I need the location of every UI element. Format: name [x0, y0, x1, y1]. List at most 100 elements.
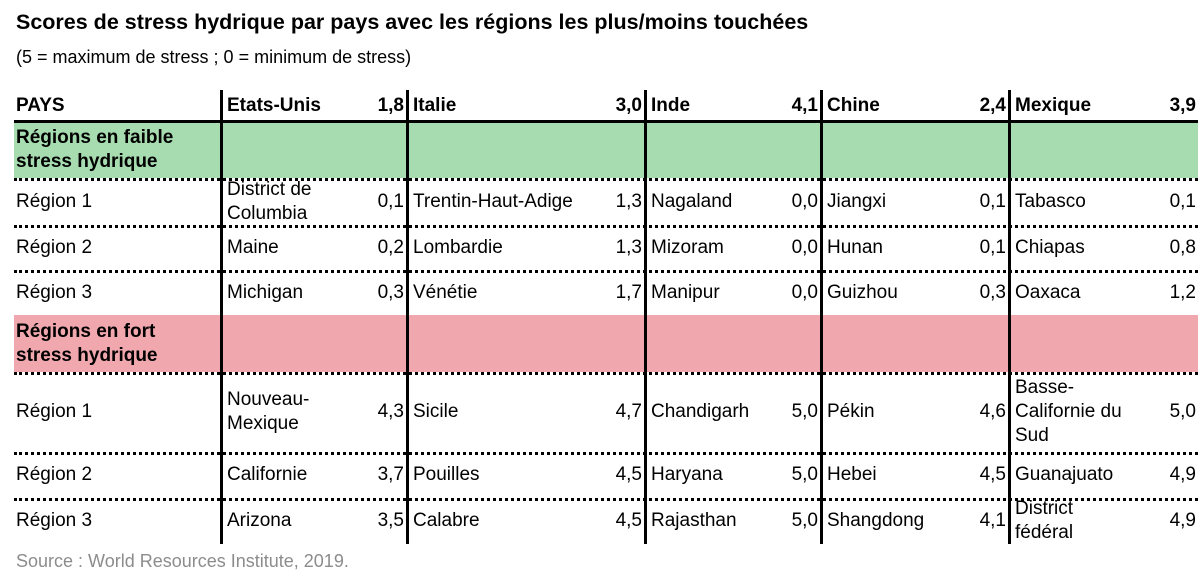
region-score-text: 4,9	[1169, 464, 1196, 485]
column-separator	[406, 90, 409, 544]
region-name: Shangdong	[823, 498, 964, 544]
region-score-text: 4,9	[1169, 510, 1196, 531]
region-name-text: Arizona	[227, 510, 292, 531]
region-name-text: Chiapas	[1015, 236, 1085, 258]
region-name: Arizona	[223, 498, 343, 544]
region-score: 5,0	[1011, 372, 1198, 452]
region-name-text: Californie	[227, 464, 308, 485]
region-score-text: 0,1	[377, 190, 404, 212]
row-separator	[14, 270, 1198, 273]
country-name-text: Etats-Unis	[227, 95, 321, 116]
region-name-text: Manipur	[651, 281, 720, 303]
region-name: Michigan	[223, 270, 343, 315]
region-score: 1,7	[409, 270, 644, 315]
region-name: Pékin	[823, 372, 964, 452]
region-score: 1,3	[409, 225, 644, 270]
region-name-text: Jiangxi	[827, 190, 887, 212]
country-score: 3,0	[409, 90, 644, 122]
region-score: 0,3	[823, 270, 1008, 315]
country-score-text: 2,4	[979, 95, 1006, 116]
country-name-text: Italie	[413, 95, 457, 116]
header-rule	[14, 120, 1198, 123]
header-pays-label-text: PAYS	[16, 95, 65, 116]
region-score: 0,2	[223, 225, 406, 270]
region-name-text: Oaxaca	[1015, 281, 1081, 303]
row-label: Région 1	[16, 372, 216, 452]
region-name: Vénétie	[409, 270, 600, 315]
region-name: Guizhou	[823, 270, 964, 315]
region-name-text: Basse-Californie du Sud	[1015, 377, 1122, 446]
region-score: 1,2	[1011, 270, 1198, 315]
region-name-text: Pouilles	[413, 464, 480, 485]
region-score: 0,1	[1011, 178, 1198, 225]
region-score-text: 5,0	[791, 510, 818, 531]
country-score: 2,4	[823, 90, 1008, 122]
region-name-text: Vénétie	[413, 281, 478, 303]
region-name: Mizoram	[647, 225, 776, 270]
region-name-text: Chandigarh	[651, 401, 750, 422]
region-name-text: Guizhou	[827, 281, 898, 303]
region-score-text: 3,7	[377, 464, 404, 485]
region-score-text: 1,3	[615, 236, 642, 258]
row-label-text: Région 2	[16, 236, 93, 258]
region-name-text: Nouveau-Mexique	[227, 389, 310, 434]
row-label: Région 3	[16, 270, 216, 315]
region-name-text: Sicile	[413, 401, 459, 422]
region-name-text: Calabre	[413, 510, 480, 531]
region-name-text: Rajasthan	[651, 510, 737, 531]
country-score-text: 3,9	[1169, 95, 1196, 116]
region-name-text: Trentin-Haut-Adige	[413, 190, 573, 212]
region-score: 4,5	[823, 452, 1008, 498]
region-name: Tabasco	[1011, 178, 1131, 225]
row-separator	[14, 372, 1198, 375]
region-score: 0,8	[1011, 225, 1198, 270]
row-label: Région 3	[16, 498, 216, 544]
region-score-text: 1,2	[1169, 281, 1196, 303]
region-name-text: Pékin	[827, 401, 875, 422]
region-name: District de Columbia	[223, 178, 343, 225]
region-score: 0,1	[823, 178, 1008, 225]
region-score-text: 4,5	[979, 464, 1006, 485]
region-score-text: 4,5	[615, 510, 642, 531]
region-name: Haryana	[647, 452, 776, 498]
row-label-text: Région 1	[16, 190, 93, 212]
region-score: 0,0	[647, 225, 820, 270]
region-score: 4,3	[223, 372, 406, 452]
region-score-text: 1,7	[615, 281, 642, 303]
row-label: Région 2	[16, 225, 216, 270]
region-score: 0,0	[647, 178, 820, 225]
region-name-text: Michigan	[227, 281, 304, 303]
country-name-text: Inde	[651, 95, 691, 116]
row-label: Région 2	[16, 452, 216, 498]
region-score-text: 0,3	[377, 281, 404, 303]
region-score: 0,0	[647, 270, 820, 315]
chart-subtitle: (5 = maximum de stress ; 0 = minimum de …	[16, 47, 412, 67]
country-score-text: 3,0	[615, 95, 642, 116]
region-name: Rajasthan	[647, 498, 776, 544]
region-score: 3,7	[223, 452, 406, 498]
region-score-text: 0,8	[1169, 236, 1196, 258]
region-score: 4,7	[409, 372, 644, 452]
row-separator	[14, 452, 1198, 455]
region-name-text: District de Columbia	[227, 178, 312, 224]
region-name: Maine	[223, 225, 343, 270]
country-name: Mexique	[1011, 90, 1142, 122]
region-score-text: 0,0	[791, 236, 818, 258]
header-pays-label: PAYS	[16, 90, 216, 122]
region-score-text: 4,1	[979, 510, 1006, 531]
region-name: Nouveau-Mexique	[223, 372, 343, 452]
region-name: Nagaland	[647, 178, 776, 225]
region-name: Jiangxi	[823, 178, 964, 225]
row-label-text: Région 2	[16, 464, 93, 485]
column-separator	[820, 90, 823, 544]
region-score-text: 4,6	[979, 401, 1006, 422]
row-separator	[14, 225, 1198, 228]
region-name-text: Tabasco	[1015, 190, 1086, 212]
row-label-text: Région 3	[16, 281, 93, 303]
region-name: Chandigarh	[647, 372, 776, 452]
region-name: Chiapas	[1011, 225, 1131, 270]
high-stress-group-label: Régions en fort stress hydrique	[16, 315, 216, 372]
column-separator	[644, 90, 647, 544]
region-score-text: 0,2	[377, 236, 404, 258]
region-score: 0,1	[223, 178, 406, 225]
